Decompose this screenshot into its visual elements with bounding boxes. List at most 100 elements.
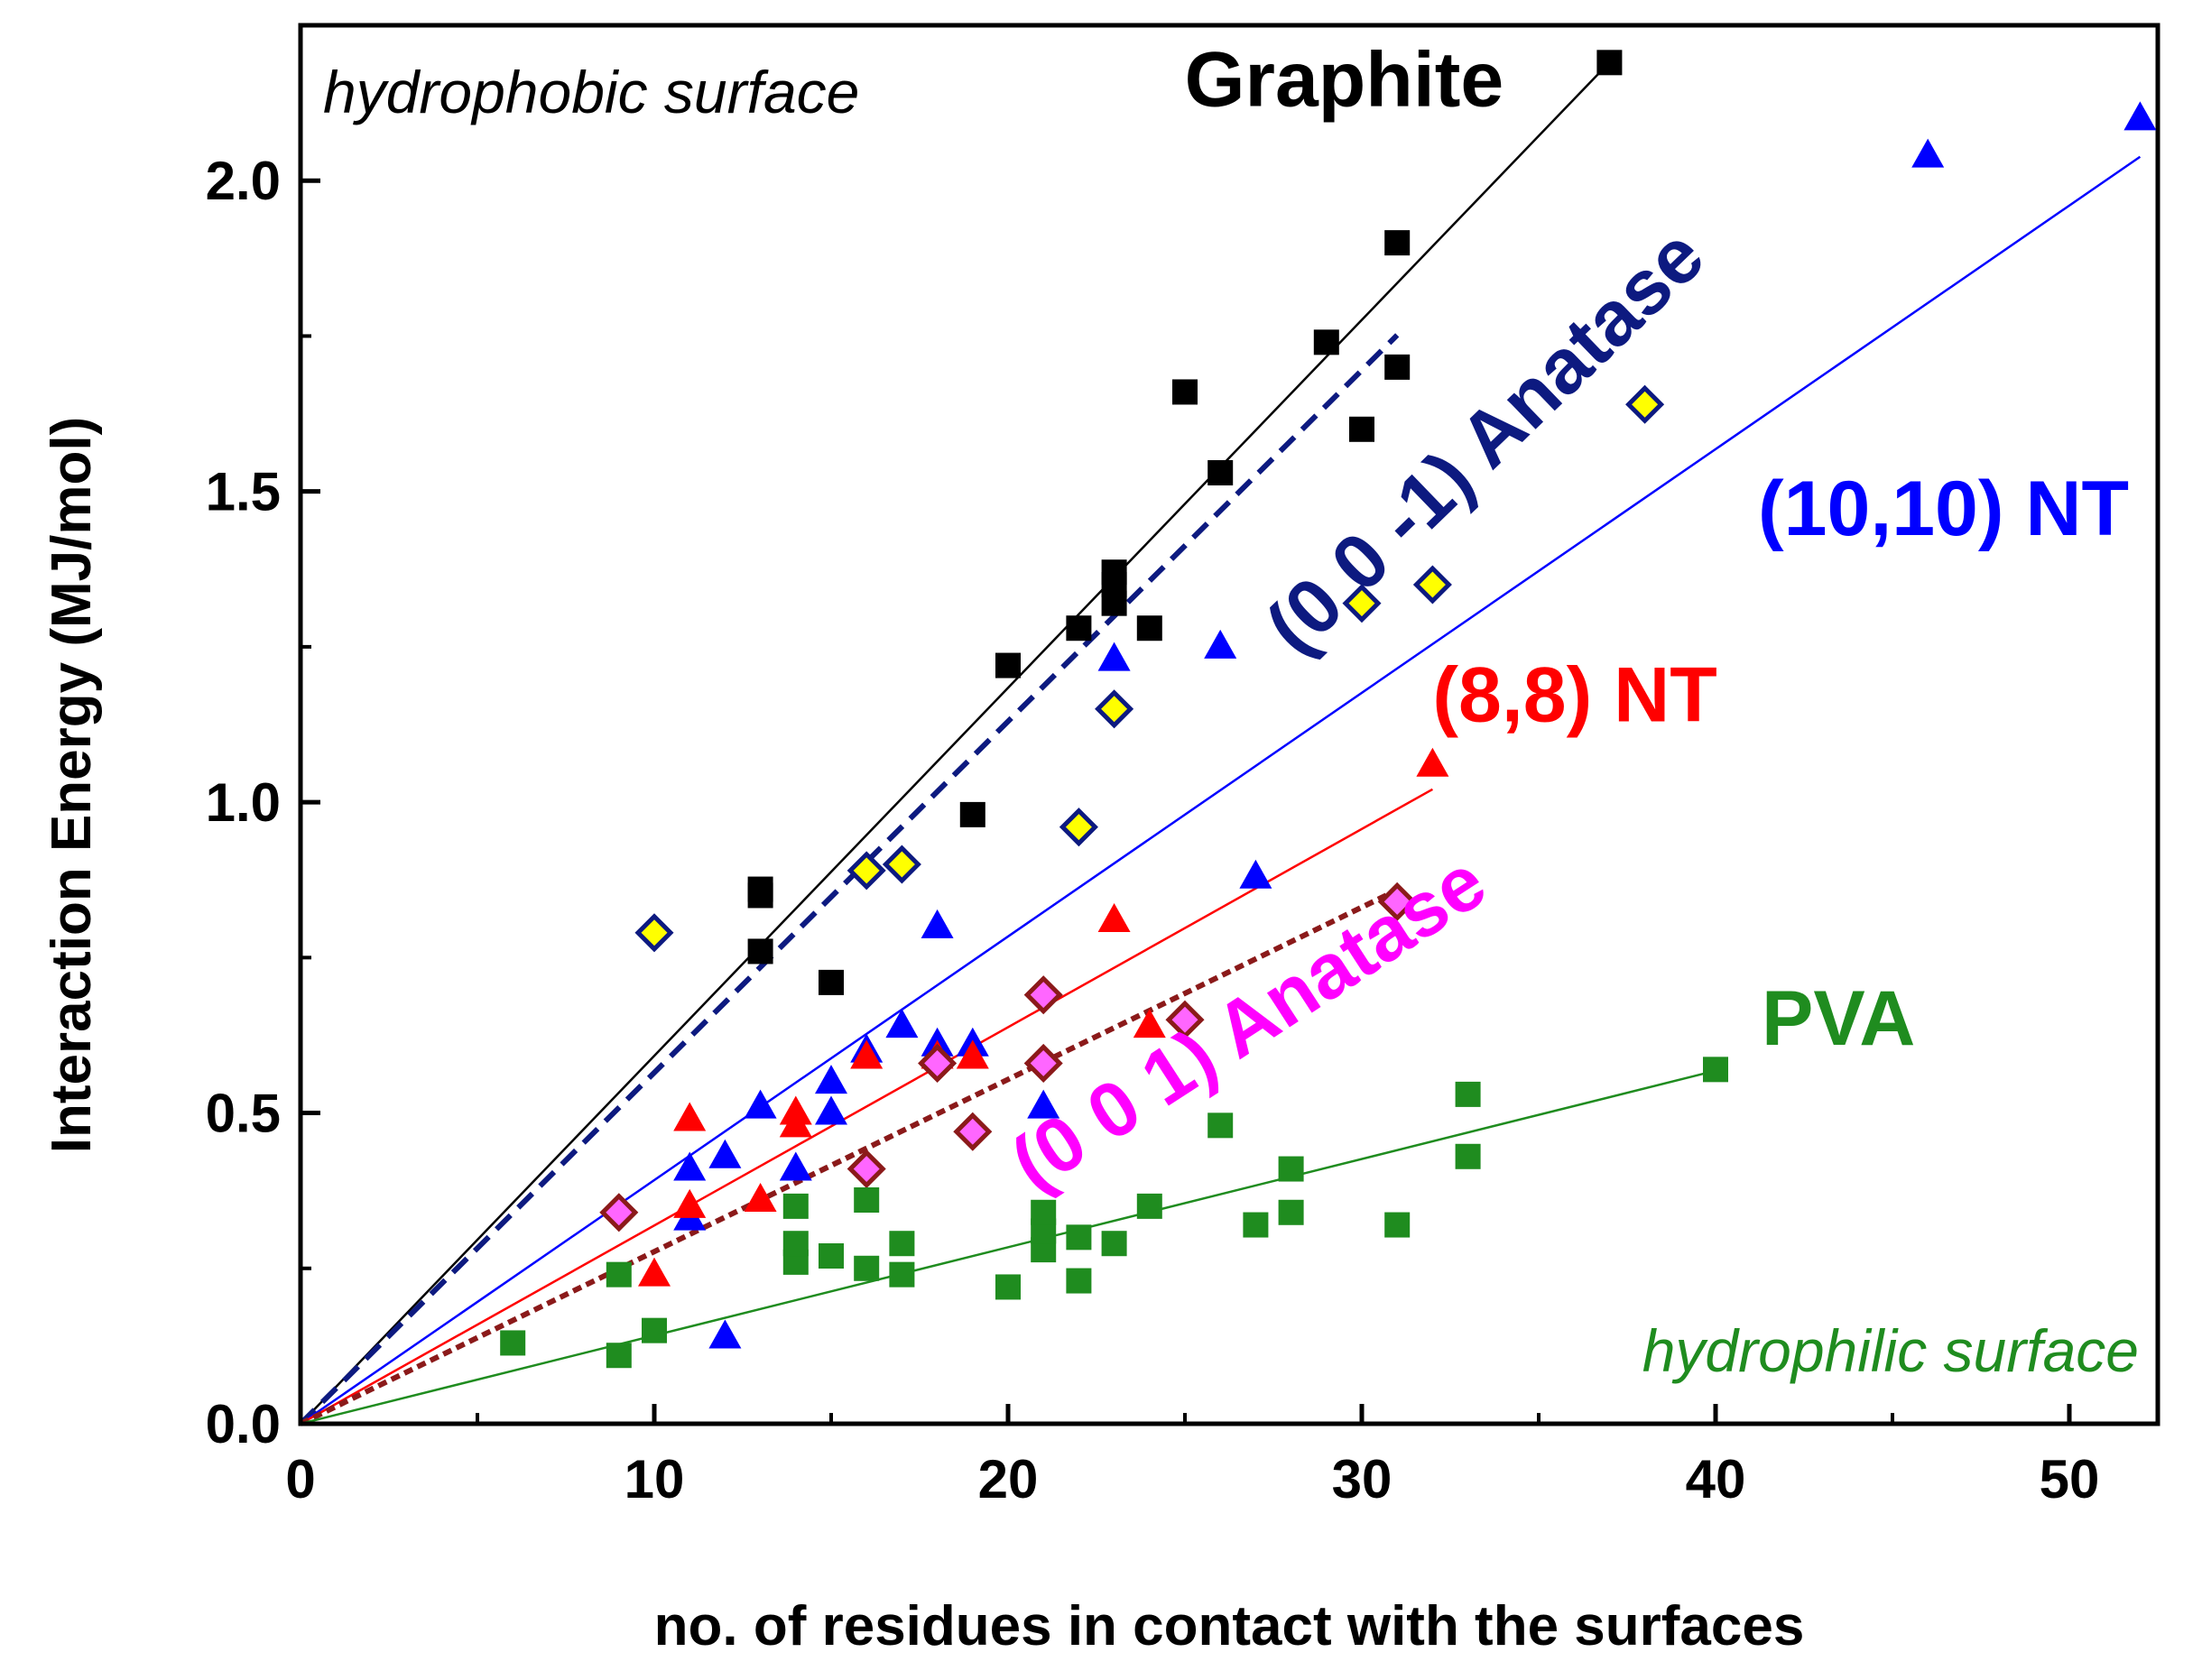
pva-point: [854, 1255, 880, 1281]
graphite-point: [1066, 615, 1092, 642]
0-0-1-anatase-point: [599, 1193, 639, 1232]
8-8-nt-point: [1133, 1009, 1166, 1038]
pva-point: [1066, 1268, 1092, 1294]
0-0-1-anatase-point: [1412, 565, 1452, 605]
graphite-point: [959, 801, 985, 827]
graphite-point: [1136, 615, 1162, 642]
0-0-1-anatase-fit-line: [299, 887, 1399, 1426]
pva-point: [642, 1317, 667, 1343]
pva-point: [1136, 1193, 1162, 1219]
pva-point: [1243, 1212, 1269, 1238]
x-tick-label: 0: [285, 1449, 315, 1509]
0-0-1-anatase-point: [1095, 689, 1134, 729]
8-8-nt-point: [638, 1257, 671, 1287]
0-0-1-anatase-point: [918, 1043, 958, 1083]
x-tick-label: 50: [2040, 1449, 2100, 1509]
10-10-nt-point: [885, 1009, 919, 1038]
axes: 0 10 20 30 40 50 0.0 0.5 1.0 1.5 2.0: [206, 151, 2100, 1509]
0-0-1-anatase-point: [634, 913, 674, 953]
8-8-nt-point: [1097, 903, 1131, 932]
x-tick-label: 20: [978, 1449, 1039, 1509]
0-0-1-anatase-point: [1023, 975, 1063, 1015]
fit-lines: [298, 61, 2142, 1426]
y-tick-label: 2.0: [206, 151, 281, 211]
0-0-1-anatase-point: [847, 851, 886, 891]
8-8-nt-point: [673, 1102, 707, 1131]
8-8-nt-point: [779, 1095, 812, 1125]
pva-fit-line: [300, 1069, 1716, 1426]
pva-point: [1455, 1143, 1481, 1169]
0-0-1-anatase-point: [953, 1112, 993, 1151]
10-10-nt-point: [1027, 1089, 1060, 1119]
graphite-point: [819, 969, 844, 995]
pva-label: PVA: [1762, 975, 1915, 1062]
0-0-1-anatase-point: [1342, 584, 1382, 623]
0-0-1-anatase-fit-line: [298, 333, 1400, 1426]
10-10-nt-point: [779, 1151, 812, 1181]
8-8-nt-point: [850, 1039, 884, 1069]
hydrophilic-note: hydrophilic surface: [1642, 1317, 2139, 1384]
8-8-nt-point: [673, 1188, 707, 1218]
pva-point: [1278, 1156, 1304, 1182]
hydrophobic-note: hydrophobic surface: [323, 59, 859, 125]
10-10-nt-point: [1239, 859, 1272, 889]
pva-point: [1101, 1231, 1127, 1257]
graphite-point: [747, 938, 773, 965]
10-10-nt-label: (10,10) NT: [1758, 466, 2129, 552]
graphite-point: [1384, 230, 1411, 256]
pva-point: [995, 1274, 1021, 1300]
pva-point: [782, 1193, 809, 1219]
x-axis-label: no. of residues in contact with the surf…: [654, 1595, 1805, 1657]
graphite-point: [1101, 559, 1127, 586]
10-10-nt-point: [673, 1151, 707, 1181]
10-10-nt-point: [815, 1065, 847, 1094]
8-8-nt-point: [744, 1183, 777, 1212]
10-10-nt-point: [2123, 101, 2157, 131]
pva-point: [1455, 1081, 1481, 1107]
0-0-1-anatase-point: [847, 1149, 886, 1189]
graphite-point: [747, 882, 773, 909]
y-tick-label: 1.5: [206, 462, 281, 522]
plot-area: [298, 23, 2160, 1426]
0-0-1-anatase-label: (0 0 -1) Anatase: [1250, 212, 1721, 670]
pva-point: [1278, 1199, 1304, 1225]
pva-point: [606, 1343, 632, 1369]
0-0-1-anatase-point: [1377, 882, 1417, 921]
pva-point: [1031, 1199, 1057, 1225]
0-0-1-anatase-point: [882, 845, 921, 884]
pva-point: [1207, 1112, 1234, 1139]
y-axis-label: Interaction Energy (MJ/mol): [41, 417, 103, 1153]
0-0-1-anatase-point: [1165, 1000, 1205, 1039]
10-10-nt-fit-line: [300, 155, 2142, 1426]
x-tick-label: 30: [1332, 1449, 1392, 1509]
10-10-nt-point: [744, 1089, 777, 1119]
0-0-1-anatase-point: [1625, 384, 1665, 424]
8-8-nt-point: [1416, 747, 1449, 777]
graphite-point: [1384, 354, 1411, 380]
pva-point: [889, 1231, 915, 1257]
graphite-point: [1349, 416, 1374, 442]
graphite-label: Graphite: [1185, 37, 1504, 124]
series-labels: Graphite (0 0 -1) Anatase (10,10) NT (8,8) …: [996, 37, 2129, 1208]
pva-point: [1703, 1057, 1728, 1083]
graphite-point: [995, 652, 1021, 678]
plot-frame: [298, 23, 2160, 1426]
graphite-point: [1313, 329, 1339, 355]
pva-point: [782, 1231, 809, 1257]
graphite-fit-line: [300, 61, 1611, 1425]
10-10-nt-point: [1204, 629, 1237, 659]
8-8-nt-point: [956, 1039, 989, 1069]
0-0-1-anatase-point: [1059, 808, 1098, 847]
pva-point: [1384, 1212, 1411, 1238]
10-10-nt-point: [1911, 138, 1945, 168]
10-10-nt-point: [815, 1095, 847, 1125]
pva-point: [500, 1330, 526, 1356]
0-0-1-anatase-point: [1023, 1043, 1063, 1083]
y-tick-label: 1.0: [206, 772, 281, 833]
10-10-nt-point: [708, 1319, 742, 1349]
10-10-nt-point: [921, 909, 954, 938]
8-8-nt-fit-line: [300, 788, 1434, 1426]
8-8-nt-label: (8,8) NT: [1432, 652, 1716, 739]
10-10-nt-point: [708, 1139, 742, 1168]
